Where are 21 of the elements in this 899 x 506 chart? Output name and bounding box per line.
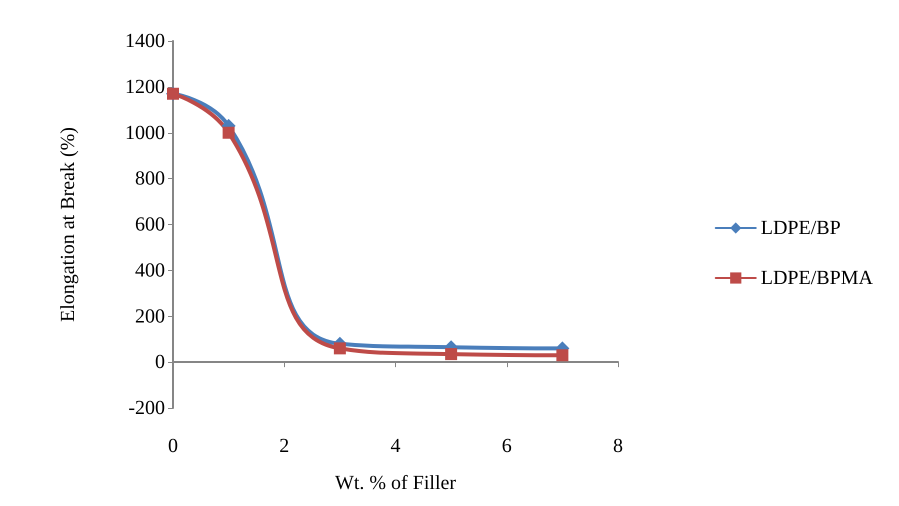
y-tick-label: -200 [128, 397, 165, 419]
y-tick-label: 0 [155, 351, 165, 374]
x-tick-label: 4 [390, 435, 400, 457]
x-axis-title: Wt. % of Filler [334, 472, 456, 494]
point [222, 126, 235, 139]
x-tick-label: 6 [502, 435, 512, 457]
y-tick-label: 1000 [125, 122, 165, 144]
legend-label: LDPE/BP [760, 217, 841, 239]
x-tick-label: 8 [613, 435, 623, 457]
y-tick-label: 1200 [125, 76, 165, 98]
y-tick-label: 400 [135, 259, 165, 282]
y-tick-label: 800 [135, 168, 165, 190]
y-axis-title: Elongation at Break (%) [57, 127, 79, 322]
point [556, 349, 568, 362]
point [445, 348, 458, 360]
y-tick-label: 200 [135, 305, 165, 328]
y-tick-label: 600 [135, 214, 165, 236]
legend-label: LDPE/BPMA [760, 267, 874, 289]
x-tick-label: 2 [279, 435, 290, 457]
point [334, 342, 346, 354]
y-tick-label: 1400 [125, 30, 165, 52]
